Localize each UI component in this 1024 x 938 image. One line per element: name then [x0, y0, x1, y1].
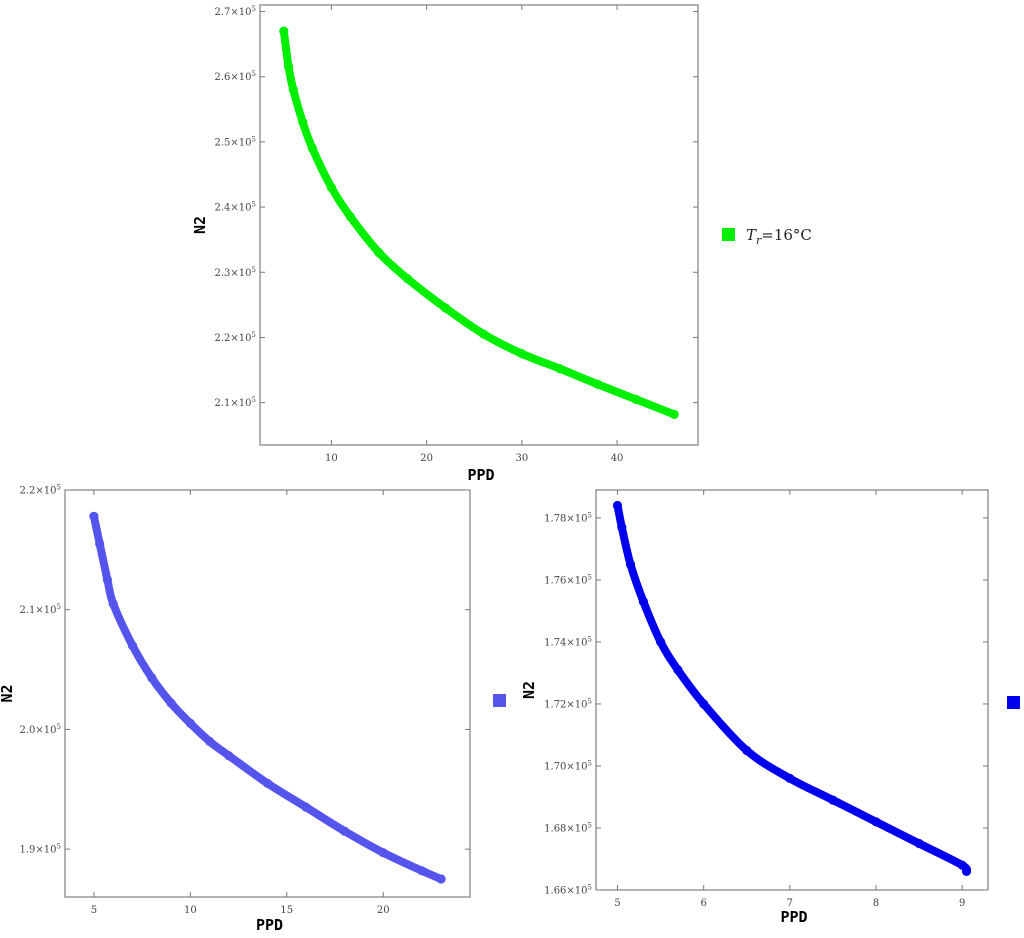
chart-1: 2.1×105 2.2×105 2.3×105 2.4×105 2.5×105 2.6×1… — [191, 4, 812, 484]
data-point — [205, 736, 215, 747]
x-tick-label: 8 — [873, 898, 879, 909]
data-point — [631, 394, 641, 404]
data-point — [436, 874, 446, 884]
x-axis-label: PPD — [780, 908, 807, 926]
data-point — [669, 409, 679, 419]
data-point — [224, 751, 234, 761]
y-tick-label: 2.2×105 — [215, 331, 256, 344]
data-point — [828, 795, 838, 805]
y-tick-label: 2.4×105 — [215, 201, 256, 214]
data-point — [340, 826, 350, 836]
x-axis-label: PPD — [256, 916, 283, 934]
data-point — [326, 182, 336, 193]
data-point — [288, 85, 298, 95]
chart-2: 1.9×105 2.0×105 2.1×105 2.2×105 5 10 15 20 PPD N2 — [0, 484, 506, 934]
data-point — [699, 699, 709, 709]
x-tick-label: 40 — [611, 453, 624, 464]
data-point — [185, 718, 195, 729]
x-tick-label: 15 — [280, 905, 293, 916]
plot-frame — [64, 489, 471, 898]
y-tick-label: 1.68×105 — [544, 821, 592, 834]
x-tick-label: 5 — [91, 905, 97, 916]
data-point — [284, 62, 294, 72]
data-point — [593, 379, 603, 389]
data-point — [785, 773, 795, 784]
data-point — [378, 848, 388, 858]
y-tick-label: 1.70×105 — [544, 759, 592, 772]
series-curve — [279, 27, 679, 419]
x-tick-label: 9 — [959, 898, 965, 909]
data-point — [417, 866, 427, 876]
data-point — [298, 117, 308, 127]
data-point — [345, 212, 356, 222]
legend-label: Tr=16°C — [746, 226, 812, 247]
y-tick-label: 2.7×105 — [215, 5, 256, 18]
y-tick-label: 2.0×105 — [20, 723, 61, 736]
data-point — [479, 329, 489, 339]
y-tick-label: 1.76×105 — [544, 573, 592, 586]
data-point — [871, 817, 881, 827]
data-point — [147, 673, 157, 683]
y-axis-label: N2 — [191, 216, 209, 234]
data-point — [403, 274, 413, 284]
data-point — [961, 866, 972, 877]
x-tick-label: 7 — [787, 898, 793, 909]
y-tick-label: 2.2×105 — [20, 484, 61, 497]
data-point — [441, 303, 451, 313]
data-point — [656, 637, 666, 647]
data-point — [673, 665, 683, 675]
y-tick-label: 2.1×105 — [215, 396, 256, 409]
data-point — [95, 539, 105, 549]
x-tick-label: 10 — [325, 453, 338, 464]
x-tick-label: 6 — [701, 898, 707, 909]
data-point — [517, 349, 527, 359]
y-axis-label: N2 — [0, 684, 16, 702]
data-point — [279, 26, 289, 36]
legend-swatch — [1007, 696, 1020, 709]
data-point — [914, 838, 924, 849]
x-tick-label: 20 — [377, 905, 390, 916]
y-tick-label: 1.72×105 — [544, 697, 592, 710]
data-point — [555, 364, 565, 374]
y-axis-label: N2 — [520, 681, 538, 699]
data-point — [301, 802, 311, 812]
data-point — [625, 559, 636, 570]
data-point — [89, 511, 99, 521]
data-point — [166, 698, 176, 708]
plot-frame — [595, 489, 989, 891]
chart-3: 1.66×105 1.68×105 1.70×105 1.72×105 1.74×105… — [520, 489, 1020, 926]
y-tick-label: 2.1×105 — [20, 603, 61, 616]
data-point — [127, 641, 138, 651]
y-tick-label: 1.9×105 — [20, 843, 61, 856]
data-point — [102, 575, 112, 585]
data-point — [307, 143, 317, 153]
plot-frame — [259, 4, 699, 446]
data-point — [742, 745, 752, 756]
data-point — [374, 248, 384, 258]
data-point — [262, 778, 273, 788]
legend-swatch — [722, 228, 735, 241]
data-point — [612, 500, 623, 511]
data-point — [108, 599, 118, 609]
y-tick-label: 2.6×105 — [215, 70, 256, 83]
x-tick-label: 5 — [614, 898, 620, 909]
x-tick-label: 30 — [515, 453, 528, 464]
y-tick-label: 2.5×105 — [215, 135, 256, 148]
x-tick-label: 20 — [420, 453, 433, 464]
data-point — [638, 597, 649, 607]
data-point — [617, 522, 627, 532]
y-tick-label: 1.74×105 — [544, 635, 592, 648]
y-tick-label: 1.78×105 — [544, 511, 592, 524]
legend-swatch — [493, 694, 506, 707]
x-tick-label: 10 — [184, 905, 197, 916]
y-tick-label: 2.3×105 — [215, 266, 256, 279]
x-axis-label: PPD — [467, 466, 494, 484]
series-curve — [89, 512, 446, 883]
y-tick-label: 1.66×105 — [544, 884, 592, 897]
